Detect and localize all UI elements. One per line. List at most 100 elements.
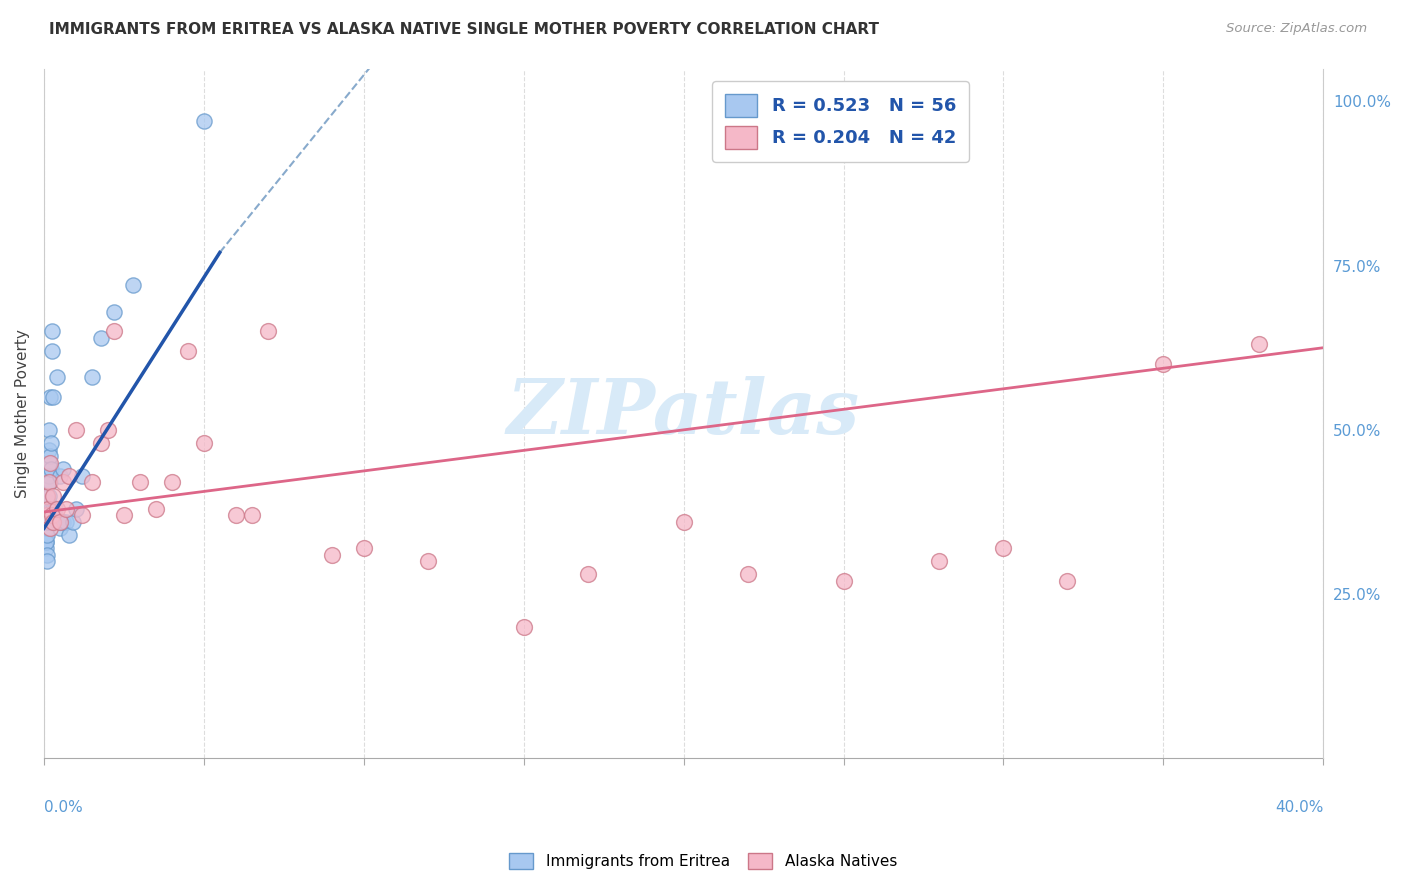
Point <box>44 501 66 516</box>
Point <box>35 534 58 549</box>
Point <box>55 501 77 516</box>
Point <box>65 501 87 516</box>
Point <box>35 554 58 568</box>
Point <box>46 515 69 529</box>
Point <box>72 468 94 483</box>
Point <box>35 521 58 535</box>
Text: IMMIGRANTS FROM ERITREA VS ALASKA NATIVE SINGLE MOTHER POVERTY CORRELATION CHART: IMMIGRANTS FROM ERITREA VS ALASKA NATIVE… <box>49 22 879 37</box>
Point <box>35 489 58 503</box>
Point <box>240 508 263 523</box>
Point <box>80 475 103 490</box>
Point <box>90 331 112 345</box>
Point <box>39 501 62 516</box>
Point <box>42 489 65 503</box>
Point <box>41 344 63 359</box>
Point <box>35 508 58 523</box>
Point <box>58 468 80 483</box>
Text: 0.0%: 0.0% <box>44 800 83 814</box>
Point <box>49 468 72 483</box>
Text: Source: ZipAtlas.com: Source: ZipAtlas.com <box>1226 22 1367 36</box>
Point <box>65 423 87 437</box>
Text: ZIPatlas: ZIPatlas <box>508 376 860 450</box>
Point <box>37 501 59 516</box>
Point <box>72 508 94 523</box>
Point <box>37 501 59 516</box>
Point <box>993 541 1015 555</box>
Point <box>38 456 60 470</box>
Point <box>37 515 59 529</box>
Point <box>35 508 58 523</box>
Point <box>90 436 112 450</box>
Point <box>35 515 58 529</box>
Point <box>52 475 75 490</box>
Point <box>122 278 145 293</box>
Point <box>416 554 439 568</box>
Point <box>38 508 60 523</box>
Point <box>576 567 599 582</box>
Point <box>42 390 65 404</box>
Point <box>160 475 183 490</box>
Point <box>672 515 695 529</box>
Point <box>928 554 950 568</box>
Point <box>41 508 63 523</box>
Point <box>52 515 75 529</box>
Point <box>1056 574 1078 588</box>
Point <box>62 515 84 529</box>
Point <box>42 508 65 523</box>
Point <box>45 501 67 516</box>
Point <box>193 114 215 128</box>
Point <box>37 475 59 490</box>
Point <box>832 574 855 588</box>
Point <box>35 501 58 516</box>
Point <box>38 442 60 457</box>
Legend: Immigrants from Eritrea, Alaska Natives: Immigrants from Eritrea, Alaska Natives <box>503 847 903 875</box>
Point <box>35 541 58 555</box>
Point <box>39 462 62 476</box>
Point <box>39 521 62 535</box>
Point <box>37 489 59 503</box>
Point <box>38 489 60 503</box>
Point <box>37 495 59 509</box>
Point <box>225 508 247 523</box>
Point <box>39 456 62 470</box>
Point <box>37 462 59 476</box>
Point <box>34 515 56 529</box>
Point <box>1152 357 1174 371</box>
Point <box>737 567 759 582</box>
Point <box>39 449 62 463</box>
Point <box>38 423 60 437</box>
Point <box>35 528 58 542</box>
Point <box>38 468 60 483</box>
Point <box>45 370 67 384</box>
Y-axis label: Single Mother Poverty: Single Mother Poverty <box>15 329 30 498</box>
Point <box>39 390 62 404</box>
Point <box>256 324 278 338</box>
Point <box>35 534 58 549</box>
Point <box>35 521 58 535</box>
Point <box>145 501 167 516</box>
Point <box>321 548 343 562</box>
Point <box>45 515 67 529</box>
Point <box>38 475 60 490</box>
Point <box>512 620 534 634</box>
Point <box>103 304 125 318</box>
Point <box>128 475 150 490</box>
Point <box>193 436 215 450</box>
Point <box>39 436 62 450</box>
Point <box>112 508 135 523</box>
Point <box>51 515 73 529</box>
Point <box>1249 337 1271 351</box>
Point <box>41 324 63 338</box>
Text: 40.0%: 40.0% <box>1275 800 1323 814</box>
Point <box>49 521 72 535</box>
Point <box>52 462 75 476</box>
Point <box>103 324 125 338</box>
Point <box>42 501 65 516</box>
Point <box>97 423 120 437</box>
Point <box>58 528 80 542</box>
Point <box>42 515 65 529</box>
Point <box>37 508 59 523</box>
Point <box>177 344 200 359</box>
Point <box>35 528 58 542</box>
Point <box>353 541 375 555</box>
